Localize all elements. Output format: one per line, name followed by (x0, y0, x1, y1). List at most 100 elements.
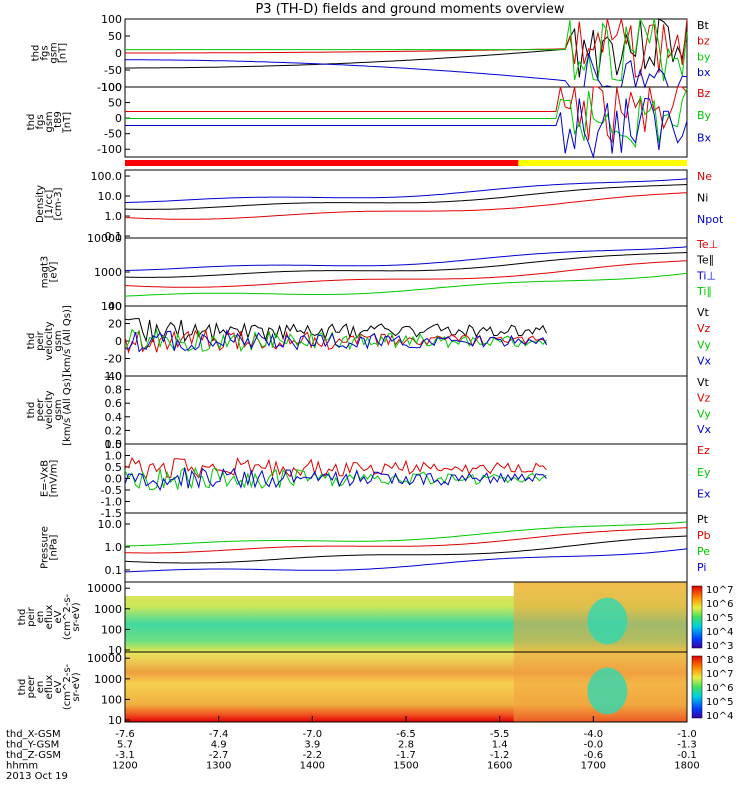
series-line (125, 88, 688, 149)
colorbar-label: 10^8 (706, 655, 733, 666)
y-axis-label: Density (35, 185, 46, 223)
colorbar-label: 10^4 (706, 711, 733, 722)
series-line (124, 466, 547, 491)
colorbar-label: 10^5 (706, 697, 733, 708)
series-line (124, 548, 688, 573)
y-axis-label: thd (17, 609, 28, 626)
panel-frame (124, 512, 688, 583)
y-axis-label: gsm (53, 399, 64, 420)
y-axis-label: velocity (44, 321, 55, 360)
legend-entry: Pt (697, 513, 709, 526)
x-row-value: -1.7 (396, 750, 416, 761)
chart-title: P3 (TH-D) fields and ground moments over… (255, 2, 564, 17)
panel-6: 1.00.80.60.40.20.0 thdpeervelocitygsm[km/… (26, 370, 712, 451)
y-axis-label: thd (26, 333, 37, 350)
legend-entry: Pe (697, 545, 710, 558)
y-tick-label: 0.1 (105, 564, 123, 577)
colorbar-label: 10^5 (706, 613, 733, 624)
legend-entry: Vy (697, 338, 711, 351)
y-tick-label: 100 (101, 81, 122, 94)
date-label: 2013 Oct 19 (6, 771, 68, 782)
x-row-value: 1300 (206, 761, 231, 772)
colorbar-label: 10^7 (706, 669, 733, 680)
y-tick-label: -1.5 (101, 507, 122, 520)
series-line (124, 467, 547, 492)
y-tick-label: 0 (115, 112, 122, 125)
series-line (124, 318, 547, 343)
series-line (125, 18, 688, 78)
y-axis-label: eV (53, 680, 64, 693)
x-row-value: 1600 (487, 761, 512, 772)
y-tick-label: 0.1 (105, 230, 123, 243)
series-line (124, 456, 547, 480)
series-line (125, 86, 688, 144)
x-row-label: hhmm (6, 761, 38, 772)
x-row-value: 4.9 (211, 740, 227, 751)
y-axis-label: peir (26, 606, 37, 626)
y-tick-label: 0.0 (105, 438, 123, 451)
y-axis-label: thd (31, 45, 42, 62)
x-row-value: -7.4 (209, 729, 229, 740)
y-tick-label: 10.0 (98, 518, 123, 531)
quality-bar-red (125, 160, 519, 166)
legend-entry: bx (697, 66, 711, 79)
x-row-label: thd_X-GSM (6, 729, 61, 740)
y-tick-label: 100 (101, 13, 122, 26)
y-tick-label: 1.0 (105, 450, 123, 463)
series-line (124, 329, 547, 353)
y-axis-label: thd (26, 402, 37, 419)
colorbar (691, 585, 703, 649)
legend-entry: Te∥ (696, 254, 714, 267)
x-row-value: 3.9 (304, 740, 320, 751)
legend-entry: Vz (697, 322, 711, 335)
legend-entry: Vx (697, 423, 712, 436)
x-row-value: 1800 (674, 761, 699, 772)
y-tick-label: 0.5 (105, 461, 123, 474)
y-tick-label: 50 (108, 97, 122, 110)
legend-entry: Bx (697, 131, 712, 144)
panel-4: 10000 1000 100 magt3[eV] Te⊥ Te∥ Ti⊥ Ti∥ (40, 232, 719, 313)
colorbar-label: 10^3 (706, 641, 733, 652)
y-tick-label: 0.0 (105, 473, 123, 486)
y-tick-label: -1.0 (101, 496, 122, 509)
y-axis-label: [km/s (All Qs)] (62, 374, 73, 446)
y-tick-label: 0.4 (105, 411, 123, 424)
legend-entry: Vy (697, 407, 711, 420)
x-row-value: -1.0 (677, 729, 697, 740)
y-axis-label: gsm (49, 42, 60, 63)
y-axis-label: [cm-3] (53, 187, 64, 220)
panel-8: 10.0 1.0 0.1 Pressure[nPa] Pt Pb Pe Pi (40, 512, 711, 583)
y-tick-label: 40 (108, 300, 122, 313)
y-axis-label: gsm (53, 330, 64, 351)
y-tick-label: -0.5 (101, 484, 122, 497)
y-tick-label: 1.0 (105, 541, 123, 554)
y-axis-label: eflux (44, 605, 55, 630)
y-axis-label: en (35, 681, 46, 694)
y-axis-label: peir (35, 330, 46, 350)
series-line (125, 97, 688, 159)
y-tick-label: 1.0 (105, 210, 123, 223)
colorbar (691, 655, 703, 719)
y-tick-label: -40 (104, 370, 122, 383)
legend-entry: Pi (697, 561, 706, 574)
legend-entry: Pb (697, 529, 711, 542)
y-axis-label: (cm^2-s- (62, 663, 73, 710)
series-line (124, 246, 688, 271)
series-line (124, 192, 688, 220)
x-row-value: 1.4 (492, 740, 508, 751)
colorbar-label: 10^6 (706, 683, 733, 694)
series-line (124, 272, 688, 297)
panel-frame (124, 237, 688, 307)
legend-entry: Ne (697, 170, 712, 183)
y-tick-label: -100 (97, 143, 122, 156)
y-axis-label: sr-eV) (71, 602, 82, 631)
y-axis-label: Pressure (40, 526, 51, 569)
y-axis-label: thd (17, 679, 28, 696)
series-line (124, 535, 688, 564)
legend-entry: Ni (697, 191, 708, 204)
legend-entry: Ez (697, 444, 710, 457)
x-row-value: -0.0 (584, 740, 604, 751)
y-tick-label: 20 (108, 318, 122, 331)
